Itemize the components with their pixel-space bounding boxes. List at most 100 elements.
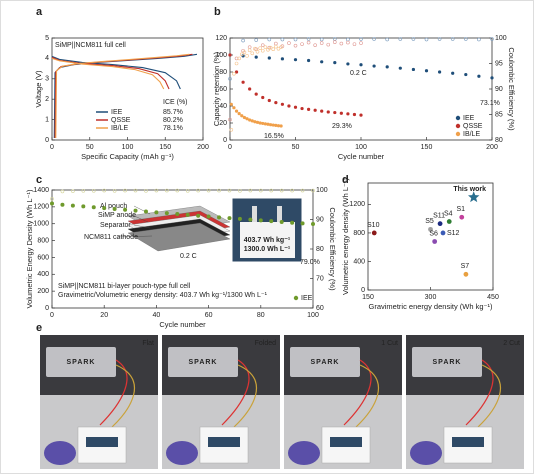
wire	[233, 364, 258, 428]
y-tick-label: 0	[45, 305, 49, 312]
ce-point	[228, 117, 232, 122]
x-axis-label: Gravimetric energy density (Wh kg⁻¹)	[369, 302, 493, 311]
x-tick-label: 40	[153, 312, 161, 319]
panel-label: a	[36, 6, 43, 18]
wire	[343, 359, 372, 426]
x-tick-label: 20	[100, 312, 108, 319]
y-axis-label: Capacity retention (%)	[212, 51, 221, 126]
annotation: SiMP||NCM811 bi-layer pouch-type full ce…	[58, 283, 191, 290]
data-point	[255, 120, 260, 124]
legend-title: ICE (%)	[163, 99, 188, 106]
x-tick-label: 50	[86, 144, 94, 151]
point-label: S1	[456, 206, 465, 213]
data-point	[346, 112, 350, 116]
ce-point	[81, 189, 86, 193]
y-axis-label: Volumetric Energy Density (Wh L⁻¹)	[25, 189, 34, 308]
annotation: 79.0%	[300, 259, 320, 266]
ce-point	[271, 47, 276, 52]
data-point	[123, 207, 128, 212]
data-point	[237, 216, 242, 221]
point-label: S5	[425, 218, 434, 225]
glove	[166, 441, 198, 465]
data-point	[234, 70, 239, 74]
data-point	[459, 214, 465, 220]
leader	[117, 235, 153, 238]
photo-caption: 1 Cut	[381, 340, 398, 347]
legend-label: IB/LE	[463, 131, 480, 138]
legend-swatch	[455, 131, 461, 137]
data-point	[339, 111, 343, 115]
data-point	[248, 217, 253, 222]
x-tick-label: 450	[487, 294, 499, 301]
data-point	[229, 102, 233, 106]
ce-point	[326, 42, 331, 47]
x-tick-label: 200	[486, 144, 498, 151]
ce-point	[268, 45, 273, 50]
legend-label: QSSE	[463, 123, 483, 130]
ce-point	[267, 37, 272, 42]
data-point	[311, 222, 315, 227]
data-point	[307, 107, 311, 111]
legend-swatch	[293, 295, 299, 301]
glove	[44, 441, 76, 465]
x-tick-label: 100	[122, 144, 134, 151]
data-point	[424, 69, 429, 73]
data-point	[241, 80, 245, 84]
point-label: This work	[453, 186, 486, 193]
y2-tick-label: 70	[316, 275, 324, 282]
data-point	[359, 113, 363, 117]
data-point	[352, 112, 357, 117]
data-star	[468, 191, 480, 203]
ce-point	[165, 188, 169, 193]
data-point	[254, 55, 258, 59]
legend-swatch	[455, 123, 461, 129]
data-point	[385, 65, 389, 69]
data-point	[217, 215, 222, 220]
data-point	[446, 219, 452, 224]
data-point	[359, 63, 363, 67]
ce-point	[477, 37, 481, 42]
tab	[277, 206, 282, 222]
pouch-label	[86, 437, 118, 447]
data-point	[333, 110, 337, 115]
data-point	[372, 64, 376, 68]
ce-point	[254, 38, 259, 42]
ce-point	[398, 37, 403, 41]
panel-label: c	[36, 174, 42, 186]
led-board	[290, 347, 360, 377]
ce-point	[346, 40, 350, 45]
y-tick-label: 0	[45, 137, 49, 144]
led-sign: SPARK	[67, 359, 96, 366]
data-point	[274, 101, 278, 105]
x-tick-label: 100	[355, 144, 367, 151]
led-sign: SPARK	[433, 359, 462, 366]
x-tick-label: 150	[362, 294, 374, 301]
y-tick-label: 40	[219, 103, 227, 110]
led-board	[412, 347, 482, 377]
x-tick-label: 50	[292, 144, 300, 151]
ce-point	[238, 189, 242, 193]
data-point	[228, 53, 232, 57]
y2-axis-label: Coulombic Efficiency (%)	[507, 47, 516, 131]
x-tick-label: 60	[205, 312, 213, 319]
ce-point	[228, 77, 232, 81]
ce-point	[276, 46, 281, 51]
y-tick-label: 400	[37, 271, 49, 278]
wire	[465, 359, 494, 426]
x-tick-label: 0	[228, 144, 232, 151]
x-tick-label: 150	[421, 144, 433, 151]
ce-point	[175, 188, 180, 193]
legend-ice: 85.7%	[163, 109, 183, 116]
led-sign: SPARK	[189, 359, 218, 366]
annotation: 73.1%	[480, 100, 500, 107]
ce-point	[258, 46, 262, 51]
ce-point	[91, 189, 96, 193]
data-point	[313, 108, 317, 112]
data-point	[263, 122, 267, 126]
ce-point	[247, 48, 252, 53]
inset-photo-text: 1300.0 Wh L⁻¹	[244, 246, 291, 253]
data-point	[261, 95, 265, 100]
ce-point	[293, 37, 298, 42]
ce-point	[255, 49, 260, 54]
voltage-curve	[51, 57, 165, 90]
